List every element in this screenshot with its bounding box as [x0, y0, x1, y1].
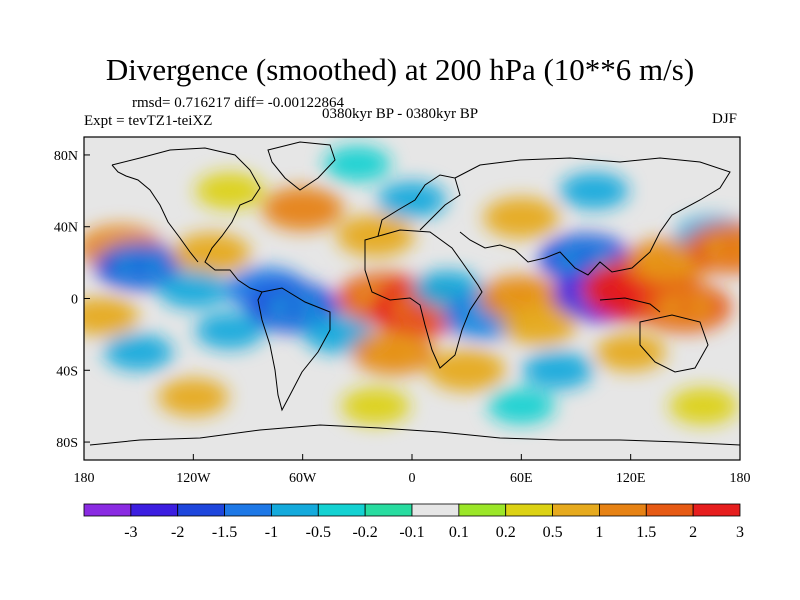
x-tick-label: 60W: [289, 471, 317, 486]
x-tick-label: 0: [409, 471, 416, 486]
field-blob-core: [717, 240, 740, 256]
colorbar-label: 3: [736, 524, 744, 541]
x-tick-label: 120E: [616, 471, 646, 486]
field-blob: [195, 172, 265, 210]
colorbar-label: 1: [595, 524, 603, 541]
field-blob-core: [279, 299, 308, 315]
field-blob: [559, 172, 629, 210]
colorbar-label: 1.5: [636, 524, 656, 541]
y-tick-label: 40N: [54, 221, 78, 236]
colorbar-swatch: [692, 503, 741, 517]
plot-title: Divergence (smoothed) at 200 hPa (10**6 …: [105, 52, 695, 87]
colorbar-swatch: [130, 503, 179, 517]
europe-coast: [377, 174, 461, 237]
colorbar-label: -3: [124, 524, 137, 541]
field-blob: [336, 214, 415, 257]
period-label: 0380kyr BP - 0380kyr BP: [322, 106, 479, 122]
y-tick-label: 0: [71, 293, 78, 308]
africa-coast: [364, 229, 483, 369]
field-blob: [427, 349, 506, 392]
coastlines: [89, 141, 740, 446]
field-blob: [157, 378, 229, 417]
field-blob: [483, 197, 560, 239]
x-tick-label: 180: [74, 471, 95, 486]
field-blob-core: [125, 259, 152, 274]
experiment-label: Expt = tevTZ1-teiXZ: [84, 113, 213, 129]
stats-label: rmsd= 0.716217 diff= -0.00122864: [132, 95, 345, 111]
field-blob-core: [654, 255, 681, 270]
colorbar: -3 -2 -1.5 -1 -0.5 -0.2 -0.1 0.1 0.2 0.5 1 1.5 2 3: [83, 503, 744, 541]
field-blob: [84, 296, 139, 336]
australia-coast: [639, 314, 709, 373]
field-blob-core: [671, 299, 700, 315]
colorbar-swatch: [552, 503, 600, 517]
colorbar-label: -0.5: [306, 524, 331, 541]
x-tick-label: 120W: [176, 471, 211, 486]
colorbar-label: -0.2: [352, 524, 377, 541]
field-blob-core: [381, 345, 407, 360]
indonesia-coast: [599, 297, 661, 313]
field-blob: [487, 388, 555, 425]
field-blob: [595, 333, 667, 372]
field-blob: [157, 270, 229, 309]
y-tick-label: 80S: [56, 436, 78, 451]
field-blob: [669, 387, 739, 425]
south-america-coast: [257, 287, 331, 412]
y-tick-label: 80N: [54, 149, 78, 164]
field-blob-core: [508, 291, 535, 306]
field-blob: [195, 312, 265, 350]
colorbar-label: 0.1: [449, 524, 469, 541]
north-america-coast: [111, 147, 263, 293]
x-tick-label: 180: [730, 471, 751, 486]
colorbar-label: 0.5: [543, 524, 563, 541]
field-blob: [522, 351, 594, 390]
field-blob: [104, 333, 174, 371]
field-blob: [172, 232, 251, 275]
colorbar-label: 0.2: [496, 524, 516, 541]
field-blob-core: [571, 251, 599, 267]
colorbar-label: -1: [265, 524, 278, 541]
season-label: DJF: [712, 111, 738, 127]
colorbar-swatch: [224, 503, 272, 517]
colorbar-swatch: [364, 503, 413, 517]
field-blob: [502, 305, 577, 346]
field-blob: [377, 181, 447, 219]
divergence-field: [84, 145, 740, 425]
colorbar-label: 2: [689, 524, 697, 541]
colorbar-label: -1.5: [212, 524, 237, 541]
north-america-west-coast: [111, 164, 199, 263]
field-blob: [261, 186, 344, 231]
field-blob: [323, 145, 391, 182]
y-axis: 80N 40N 0 40S 80S: [54, 149, 90, 451]
colorbar-swatch: [83, 503, 132, 517]
colorbar-swatch: [645, 503, 694, 517]
colorbar-swatch: [271, 503, 319, 517]
field-blob: [341, 387, 411, 425]
greenland-coast: [267, 141, 336, 191]
colorbar-swatch: [599, 503, 647, 517]
antarctica-coast: [89, 424, 740, 446]
x-axis: 180 120W 60W 0 60E 120E 180: [74, 454, 751, 486]
colorbar-label: -0.1: [399, 524, 424, 541]
colorbar-swatch: [317, 503, 366, 517]
colorbar-swatch: [411, 503, 460, 517]
colorbar-swatch: [458, 503, 507, 517]
asia-coast: [454, 157, 731, 276]
colorbar-swatch: [505, 503, 553, 517]
x-tick-label: 60E: [510, 471, 533, 486]
colorbar-swatch: [177, 503, 225, 517]
colorbar-label: -2: [171, 524, 184, 541]
y-tick-label: 40S: [56, 364, 78, 379]
